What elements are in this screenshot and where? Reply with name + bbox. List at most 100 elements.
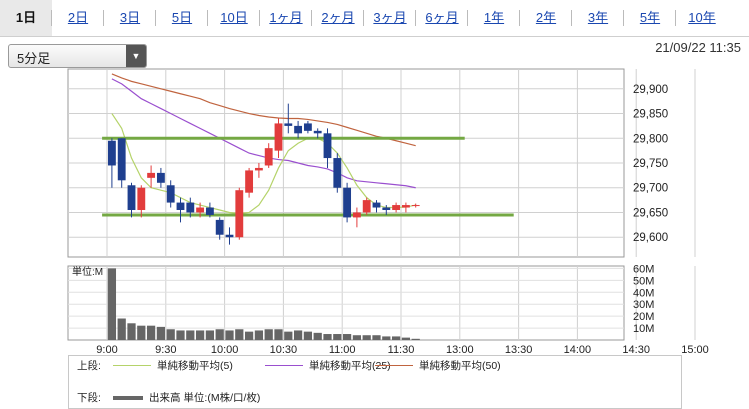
volume-bar — [284, 331, 293, 340]
volume-tick-label: 40M — [633, 287, 654, 299]
volume-bar — [391, 336, 401, 340]
candle-body — [264, 148, 273, 166]
volume-swatch — [113, 395, 143, 400]
tab-separator — [519, 10, 520, 26]
tab-3[interactable]: 5日 — [156, 0, 208, 36]
tab-separator — [207, 10, 208, 26]
tab-8[interactable]: 6ヶ月 — [416, 0, 468, 36]
x-tick-label: 14:30 — [622, 344, 650, 356]
volume-bar — [225, 330, 234, 340]
x-tick-label: 9:00 — [96, 344, 117, 356]
candle-body — [333, 158, 342, 188]
candle-body — [137, 187, 146, 210]
volume-bar — [215, 329, 224, 340]
tab-4[interactable]: 10日 — [208, 0, 260, 36]
legend-volume: 出来高 単位:(M株/口/枚) — [113, 390, 260, 405]
sma50-line — [111, 73, 416, 147]
volume-bar — [323, 334, 332, 340]
tab-separator — [363, 10, 364, 26]
sma50-swatch — [375, 365, 413, 366]
candle-body — [313, 130, 322, 134]
tab-6[interactable]: 2ヶ月 — [312, 0, 364, 36]
candle-body — [205, 207, 214, 215]
volume-tick-label: 50M — [633, 275, 654, 287]
tab-divider — [0, 36, 749, 37]
tab-5[interactable]: 1ヶ月 — [260, 0, 312, 36]
candle-body — [254, 167, 263, 171]
x-tick-label: 10:30 — [270, 344, 298, 356]
volume-bar — [264, 329, 273, 340]
volume-bar — [352, 335, 362, 340]
tab-separator — [155, 10, 156, 26]
tab-10[interactable]: 2年 — [520, 0, 572, 36]
legend-sma25: 単純移動平均(25) — [265, 358, 391, 373]
tab-separator — [311, 10, 312, 26]
tab-separator — [467, 10, 468, 26]
volume-bar — [382, 336, 391, 340]
candle-body — [303, 123, 312, 131]
candle-body — [117, 138, 126, 181]
x-tick-label: 11:30 — [388, 344, 415, 356]
candle-body — [147, 172, 156, 178]
tab-separator — [623, 10, 624, 26]
volume-tick-label: 20M — [633, 311, 654, 323]
x-tick-label: 11:00 — [329, 344, 356, 356]
price-tick-label: 29,800 — [633, 133, 668, 145]
volume-bar — [127, 323, 136, 340]
volume-bar — [176, 330, 185, 340]
legend-sma50-label: 単純移動平均(50) — [419, 360, 501, 372]
tab-separator — [415, 10, 416, 26]
sma5-line — [111, 113, 416, 215]
interval-select[interactable]: 5分足 ▼ — [8, 44, 147, 68]
tab-7[interactable]: 3ヶ月 — [364, 0, 416, 36]
volume-bar — [186, 330, 195, 340]
tab-12[interactable]: 5年 — [624, 0, 676, 36]
volume-tick-label: 10M — [633, 323, 654, 335]
sma25-swatch — [265, 365, 303, 366]
volume-bar — [274, 329, 283, 340]
candle-body — [127, 185, 136, 210]
candle-body — [352, 212, 361, 218]
triangle-down-icon[interactable]: ▼ — [126, 45, 146, 67]
tab-13[interactable]: 10年 — [688, 10, 716, 25]
candle-body — [284, 123, 293, 126]
legend-sma25-label: 単純移動平均(25) — [309, 360, 391, 372]
volume-bar — [401, 337, 411, 340]
volume-bar — [137, 325, 146, 340]
legend-sma5: 単純移動平均(5) — [113, 358, 233, 373]
candle-body — [107, 140, 116, 166]
legend-box: 上段: 単純移動平均(5) 単純移動平均(25) 単純移動平均(50) 下段: … — [68, 355, 682, 409]
volume-bar — [117, 318, 126, 340]
volume-bar — [254, 330, 264, 340]
price-tick-label: 29,700 — [633, 183, 668, 195]
candle-body — [382, 207, 391, 210]
volume-unit-label: 単位:M — [72, 265, 103, 278]
volume-bar — [333, 334, 342, 340]
candle-body — [245, 170, 254, 193]
candle-body — [411, 205, 420, 207]
volume-bar — [146, 325, 156, 340]
candle-body — [323, 133, 332, 159]
tab-separator — [259, 10, 260, 26]
tab-11[interactable]: 3年 — [572, 0, 624, 36]
tab-2[interactable]: 3日 — [104, 0, 156, 36]
volume-bar — [195, 330, 205, 340]
legend-volume-label: 出来高 単位:(M株/口/枚) — [149, 392, 261, 404]
candle-body — [215, 219, 224, 235]
price-tick-label: 29,650 — [633, 207, 668, 219]
x-tick-label: 14:00 — [564, 344, 592, 356]
candle-body — [196, 207, 205, 213]
tab-9[interactable]: 1年 — [468, 0, 520, 36]
candle-body — [176, 202, 185, 210]
price-tick-label: 29,600 — [633, 232, 668, 244]
candle-body — [372, 202, 381, 208]
candle-body — [274, 123, 283, 151]
tab-1[interactable]: 2日 — [52, 0, 104, 36]
volume-bar — [235, 329, 244, 340]
x-tick-label: 13:30 — [505, 344, 533, 356]
volume-bar — [293, 330, 303, 340]
tab-0[interactable]: 1日 — [0, 0, 52, 36]
candle-body — [392, 205, 401, 210]
sma5-swatch — [113, 365, 151, 366]
x-tick-label: 9:30 — [155, 344, 176, 356]
